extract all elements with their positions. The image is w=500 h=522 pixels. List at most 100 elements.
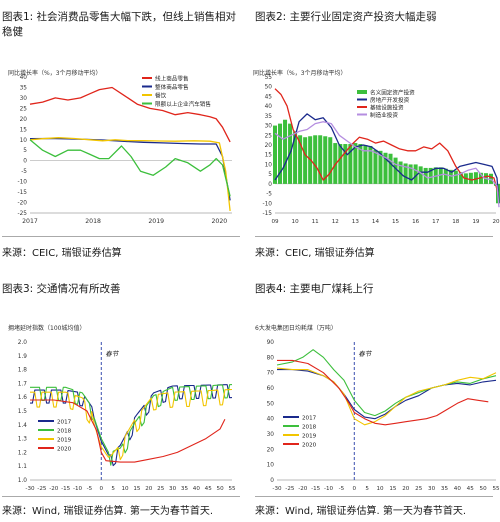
- bar-mark: [368, 145, 373, 184]
- y-tick-label: -10: [18, 180, 28, 186]
- x-tick-label: 55: [228, 486, 236, 492]
- series-line: [29, 86, 231, 143]
- x-tick-label: -25: [285, 486, 295, 492]
- y-tick-label: 40: [265, 104, 273, 110]
- x-tick-label: 45: [467, 486, 475, 492]
- x-tick-label: 18: [452, 219, 460, 225]
- bar-mark: [418, 166, 423, 184]
- x-tick-label: 12: [332, 219, 339, 225]
- bar-mark: [388, 153, 393, 184]
- chart-panel-1: 图表1: 社会消费品零售大幅下跌，但线上销售相对稳健 同比增长率（%，3个月移动…: [0, 0, 245, 265]
- series-line: [30, 384, 233, 467]
- bar-mark: [488, 173, 493, 184]
- bar-mark: [448, 169, 453, 184]
- series-line: [29, 137, 231, 211]
- x-tick-label: 20: [145, 486, 153, 492]
- series-line: [277, 359, 489, 426]
- x-tick-label: 10: [292, 219, 300, 225]
- bar-mark: [358, 144, 363, 184]
- y-tick-label: 5: [268, 172, 272, 178]
- y-tick-label: 50: [267, 401, 275, 407]
- series-line: [30, 384, 233, 466]
- bar-mark: [413, 164, 418, 184]
- x-tick-label: 15: [392, 219, 400, 225]
- y-tick-label: 10: [267, 463, 275, 469]
- y-tick-label: 1.8: [18, 368, 28, 374]
- y-tick-label: 15: [265, 153, 273, 159]
- series-line: [276, 367, 497, 426]
- y-tick-label: 1.1: [18, 464, 28, 470]
- bar-mark: [403, 163, 408, 184]
- y-axis-label: 拥堵延时指数（100城均值）: [8, 324, 85, 332]
- y-tick-label: 40: [20, 75, 28, 81]
- y-tick-label: 30: [265, 124, 273, 130]
- y-tick-label: 45: [265, 94, 273, 100]
- x-tick-label: 0: [100, 486, 104, 492]
- x-tick-label: 25: [415, 486, 423, 492]
- divider: [255, 236, 493, 237]
- source-note: 来源：Wind, 瑞银证券估算. 第一天为春节首天.: [2, 506, 214, 517]
- x-tick-label: 35: [181, 486, 189, 492]
- series-line: [277, 369, 497, 420]
- legend-label: 2018: [57, 429, 72, 435]
- y-tick-label: -25: [18, 211, 28, 217]
- legend-label: 制造业投资: [370, 111, 398, 119]
- y-tick-label: 25: [20, 106, 28, 112]
- bar-mark: [443, 168, 448, 184]
- x-tick-label: 40: [193, 486, 201, 492]
- x-tick-label: 15: [389, 486, 397, 492]
- y-tick-label: 30: [20, 96, 28, 102]
- source-note: 来源：CEIC, 瑞银证券估算: [255, 248, 375, 259]
- y-tick-label: 60: [267, 386, 275, 392]
- x-tick-label: 30: [169, 486, 177, 492]
- y-tick-label: 10: [20, 138, 28, 144]
- x-tick-label: -15: [311, 486, 321, 492]
- bar-mark: [453, 170, 458, 184]
- bar-mark: [428, 167, 433, 184]
- bar-mark: [468, 172, 473, 184]
- y-tick-label: 1.7: [18, 381, 28, 387]
- x-tick-label: -20: [49, 486, 59, 492]
- chart-title: 图表4: 主要电厂煤耗上行: [255, 283, 374, 295]
- y-tick-label: 0: [268, 182, 272, 188]
- y-tick-label: 1.0: [18, 478, 28, 484]
- bar-mark: [408, 164, 413, 184]
- x-tick-label: -30: [25, 486, 35, 492]
- legend-label: 基础设施投资: [370, 104, 404, 112]
- x-tick-label: 19: [472, 219, 480, 225]
- bar-mark: [303, 137, 308, 184]
- legend-label: 2020: [57, 447, 72, 453]
- x-tick-label: 50: [217, 486, 225, 492]
- x-tick-label: 11: [312, 219, 320, 225]
- y-tick-label: 0: [270, 478, 274, 484]
- x-tick-label: -10: [324, 486, 334, 492]
- bar-mark: [458, 172, 463, 184]
- bar-mark: [272, 125, 278, 184]
- bar-mark: [373, 149, 378, 184]
- x-tick-label: 17: [432, 219, 440, 225]
- y-tick-label: -15: [18, 190, 28, 196]
- x-tick-label: 14: [372, 219, 380, 225]
- y-tick-label: 1.9: [18, 354, 28, 360]
- bar-mark: [383, 152, 388, 184]
- x-tick-label: 0: [353, 486, 357, 492]
- x-tick-label: -5: [339, 486, 345, 492]
- source-note: 来源：CEIC, 瑞银证券估算: [2, 248, 122, 259]
- x-tick-label: 20: [492, 219, 500, 225]
- x-tick-label: -10: [73, 486, 83, 492]
- chart-title: 图表1: 社会消费品零售大幅下跌，但线上销售相对稳健: [2, 11, 237, 38]
- x-tick-label: 40: [454, 486, 462, 492]
- chart-panel-2: 图表2: 主要行业固定资产投资大幅走弱 同比增长率（%，3个月移动平均） -15 -…: [253, 0, 500, 265]
- series-line: [29, 139, 231, 197]
- legend-label: 餐饮: [155, 92, 167, 100]
- bar-mark: [283, 119, 288, 184]
- legend-label: 2019: [57, 438, 72, 444]
- y-tick-label: 35: [20, 85, 28, 91]
- legend-label: 名义固定资产投资: [370, 89, 415, 97]
- series-line: [274, 121, 500, 208]
- legend-label: 2017: [57, 420, 72, 426]
- divider: [2, 496, 240, 497]
- legend-label: 限额以上企业汽车销售: [155, 100, 211, 108]
- y-tick-label: 50: [265, 85, 273, 91]
